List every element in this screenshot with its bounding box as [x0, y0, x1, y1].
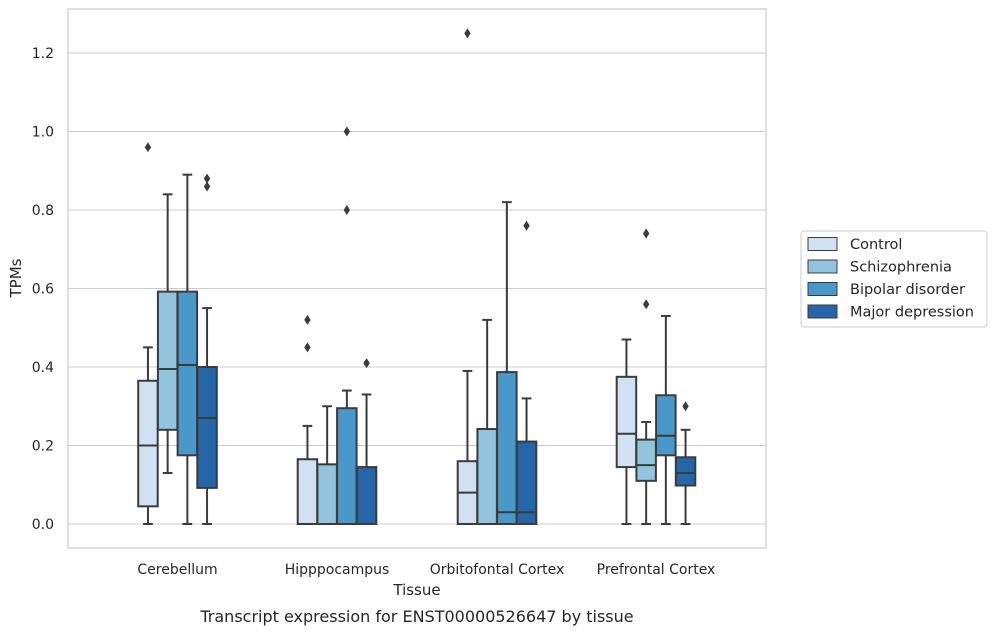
box: [156, 290, 179, 431]
plot-frame: [67, 8, 767, 549]
outlier-point: [203, 181, 211, 192]
box: [515, 440, 538, 526]
outlier-point: [203, 173, 211, 184]
legend-label: Bipolar disorder: [850, 282, 965, 298]
box: [296, 458, 319, 525]
y-tick-label: 0.6: [32, 282, 54, 298]
box-plots: [137, 28, 697, 526]
box-group: [635, 228, 657, 525]
outlier-point: [642, 228, 650, 239]
legend-label: Schizophrenia: [850, 260, 952, 276]
chart-caption: Transcript expression for ENST0000052664…: [199, 607, 633, 626]
legend-swatch: [807, 259, 838, 274]
box-group: [655, 314, 677, 525]
box: [336, 407, 358, 525]
box: [355, 466, 378, 525]
x-tick-label: Hipppocampus: [285, 562, 390, 578]
box-group: [196, 173, 218, 525]
outlier-point: [464, 28, 471, 39]
y-tick-label: 0.2: [32, 439, 54, 455]
legend-swatch: [807, 237, 838, 251]
y-tick-label: 0.0: [32, 517, 54, 533]
box-group: [296, 314, 319, 525]
outlier-point: [642, 299, 650, 310]
box: [137, 379, 159, 508]
box: [674, 456, 697, 487]
legend: Control Schizophrenia Bipolar disorder Majo…: [800, 230, 988, 328]
box-group: [476, 318, 498, 526]
legend-swatch: [807, 282, 838, 296]
y-tick-label: 1.0: [32, 125, 54, 141]
box-group: [336, 126, 358, 525]
box: [655, 394, 677, 457]
outlier-point: [343, 205, 351, 215]
box: [496, 371, 518, 526]
outlier-point: [523, 220, 530, 231]
box: [615, 375, 638, 469]
outlier-point: [363, 358, 370, 369]
x-tick-label: Cerebellum: [137, 562, 217, 578]
box-group: [316, 405, 338, 525]
box-group: [615, 338, 638, 525]
outlier-point: [304, 314, 311, 325]
x-tick-label: Orbitofontal Cortex: [430, 562, 565, 578]
box-group: [156, 193, 179, 474]
y-tick-label: 0.8: [32, 203, 54, 219]
outlier-point: [304, 342, 311, 353]
y-axis-label: TPMs: [7, 258, 25, 298]
box-group: [456, 28, 479, 526]
legend-label: Control: [850, 237, 902, 253]
box-group: [176, 173, 199, 525]
box-group: [137, 142, 159, 525]
box-group: [496, 201, 518, 526]
box: [316, 463, 338, 525]
box: [176, 290, 199, 457]
box-group: [674, 401, 697, 525]
legend-label: Major depression: [850, 305, 974, 321]
box: [635, 438, 657, 482]
box-group: [355, 358, 378, 525]
outlier-point: [144, 142, 152, 153]
box-group: [515, 220, 538, 526]
y-tick-label: 0.4: [32, 360, 54, 376]
x-tick-label: Prefrontal Cortex: [597, 562, 716, 578]
y-tick-label: 1.2: [32, 46, 54, 62]
legend-frame: [800, 230, 988, 328]
legend-swatch: [807, 304, 838, 319]
box: [476, 428, 498, 526]
x-axis-label: Tissue: [392, 581, 440, 599]
outlier-point: [343, 126, 351, 137]
y-axis-ticks: 0.0 0.2 0.4 0.6 0.8 1.0 1.2: [32, 46, 54, 533]
box: [196, 366, 218, 489]
x-axis-ticks: Cerebellum Hipppocampus Orbitofontal Corte…: [137, 562, 715, 578]
outlier-point: [682, 401, 689, 412]
